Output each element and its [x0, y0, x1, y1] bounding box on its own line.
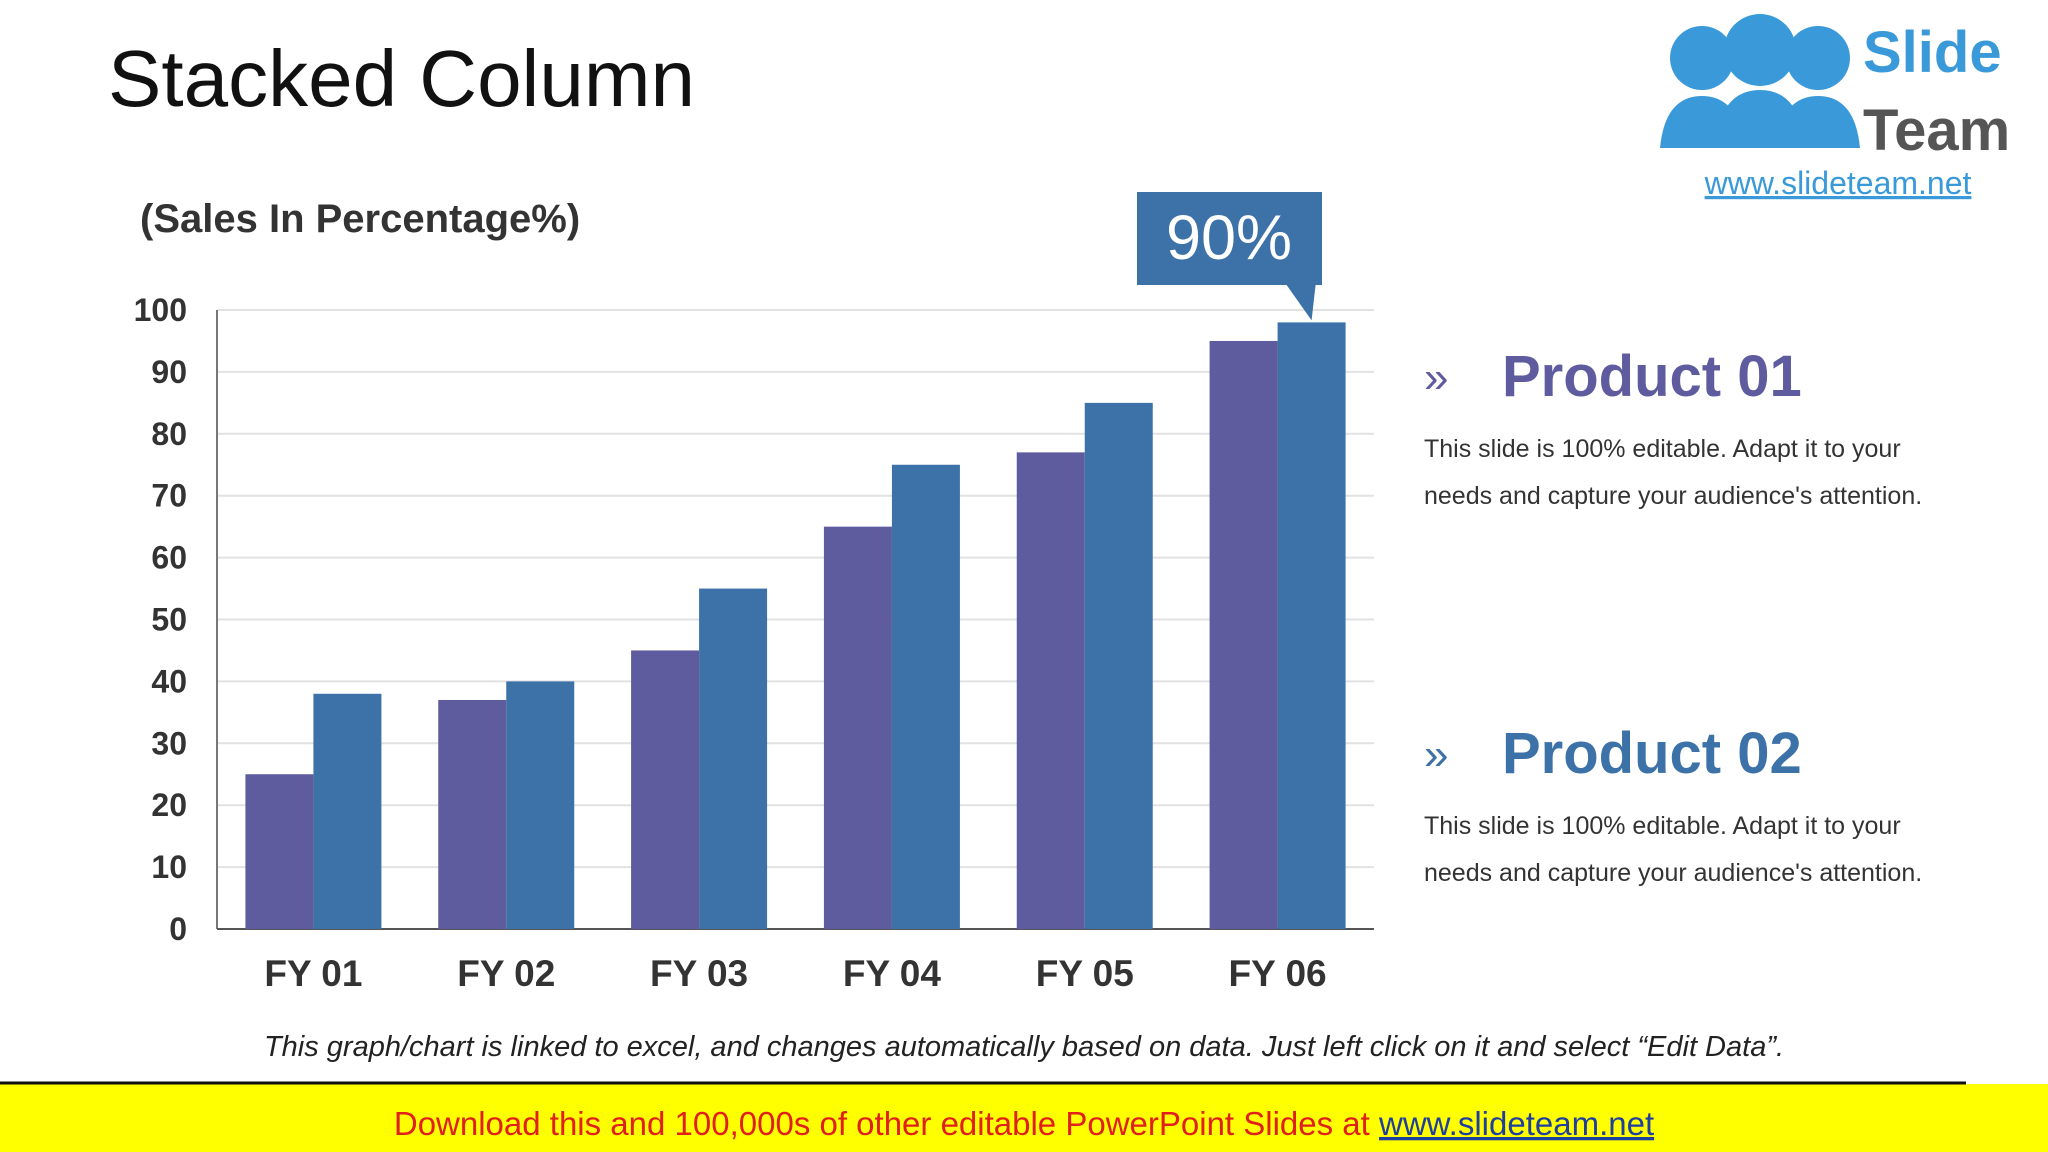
bar — [313, 693, 382, 929]
y-tick-label: 80 — [151, 416, 187, 452]
x-tick-label: FY 06 — [1229, 953, 1327, 994]
x-tick-label: FY 03 — [650, 953, 748, 994]
legend-entry: Product 01 — [1502, 344, 1802, 409]
logo-text: Team — [1863, 98, 2010, 163]
y-tick-label: 90 — [151, 354, 187, 390]
y-tick-label: 70 — [151, 478, 187, 514]
bar — [506, 681, 575, 929]
bar — [245, 774, 314, 929]
y-tick-label: 10 — [151, 849, 187, 885]
y-tick-label: 100 — [134, 292, 187, 328]
product-description: This slide is 100% editable. Adapt it to… — [1424, 812, 1901, 840]
banner-link[interactable]: www.slideteam.net — [1378, 1105, 1654, 1142]
x-tick-label: FY 01 — [264, 953, 362, 994]
legend-entry: Product 02 — [1502, 721, 1802, 786]
x-tick-label: FY 04 — [843, 953, 941, 994]
product-description: needs and capture your audience's attent… — [1424, 482, 1922, 510]
y-tick-label: 30 — [151, 725, 187, 761]
product-description: needs and capture your audience's attent… — [1424, 859, 1922, 887]
y-tick-label: 40 — [151, 663, 187, 699]
bar — [1277, 322, 1346, 929]
logo-url[interactable]: www.slideteam.net — [1704, 165, 1972, 201]
bar — [1016, 452, 1085, 929]
logo-icon — [1724, 14, 1796, 86]
banner — [0, 1084, 2048, 1152]
bar — [438, 699, 507, 929]
bullet-marker: » — [1424, 353, 1448, 402]
annotation: 90% — [1166, 203, 1292, 273]
callout — [1137, 192, 1322, 321]
y-tick-label: 60 — [151, 540, 187, 576]
logo: Slide Team www.slideteam.net — [1639, 0, 2037, 201]
bar — [823, 526, 892, 929]
bar — [1209, 340, 1278, 929]
bar — [891, 464, 960, 929]
y-tick-label: 0 — [169, 911, 187, 947]
logo-icon — [1660, 90, 1860, 148]
bar — [631, 650, 700, 929]
logo-icon — [1670, 26, 1734, 90]
bar — [1084, 402, 1153, 930]
bullet-marker: » — [1424, 730, 1448, 779]
x-tick-label: FY 02 — [457, 953, 555, 994]
y-axis-label: (Sales In Percentage%) — [140, 197, 580, 241]
logo-icon — [1786, 26, 1850, 90]
banner-message: Download this and 100,000s of other edit… — [394, 1105, 1379, 1142]
x-tick-label: FY 05 — [1036, 953, 1134, 994]
footnote: This graph/chart is linked to excel, and… — [264, 1031, 1784, 1063]
logo-text: Slide — [1863, 20, 2002, 85]
slide-title: Stacked Column — [108, 34, 695, 123]
banner-text: Download this and 100,000s of other edit… — [394, 1105, 1654, 1142]
y-tick-label: 50 — [151, 602, 187, 638]
bar — [699, 588, 768, 929]
product-description: This slide is 100% editable. Adapt it to… — [1424, 435, 1901, 463]
plot: 0 10 20 30 40 50 60 70 80 90 100 FY 01 FY 02 FY 03 FY … — [134, 192, 1374, 994]
y-tick-label: 20 — [151, 787, 187, 823]
